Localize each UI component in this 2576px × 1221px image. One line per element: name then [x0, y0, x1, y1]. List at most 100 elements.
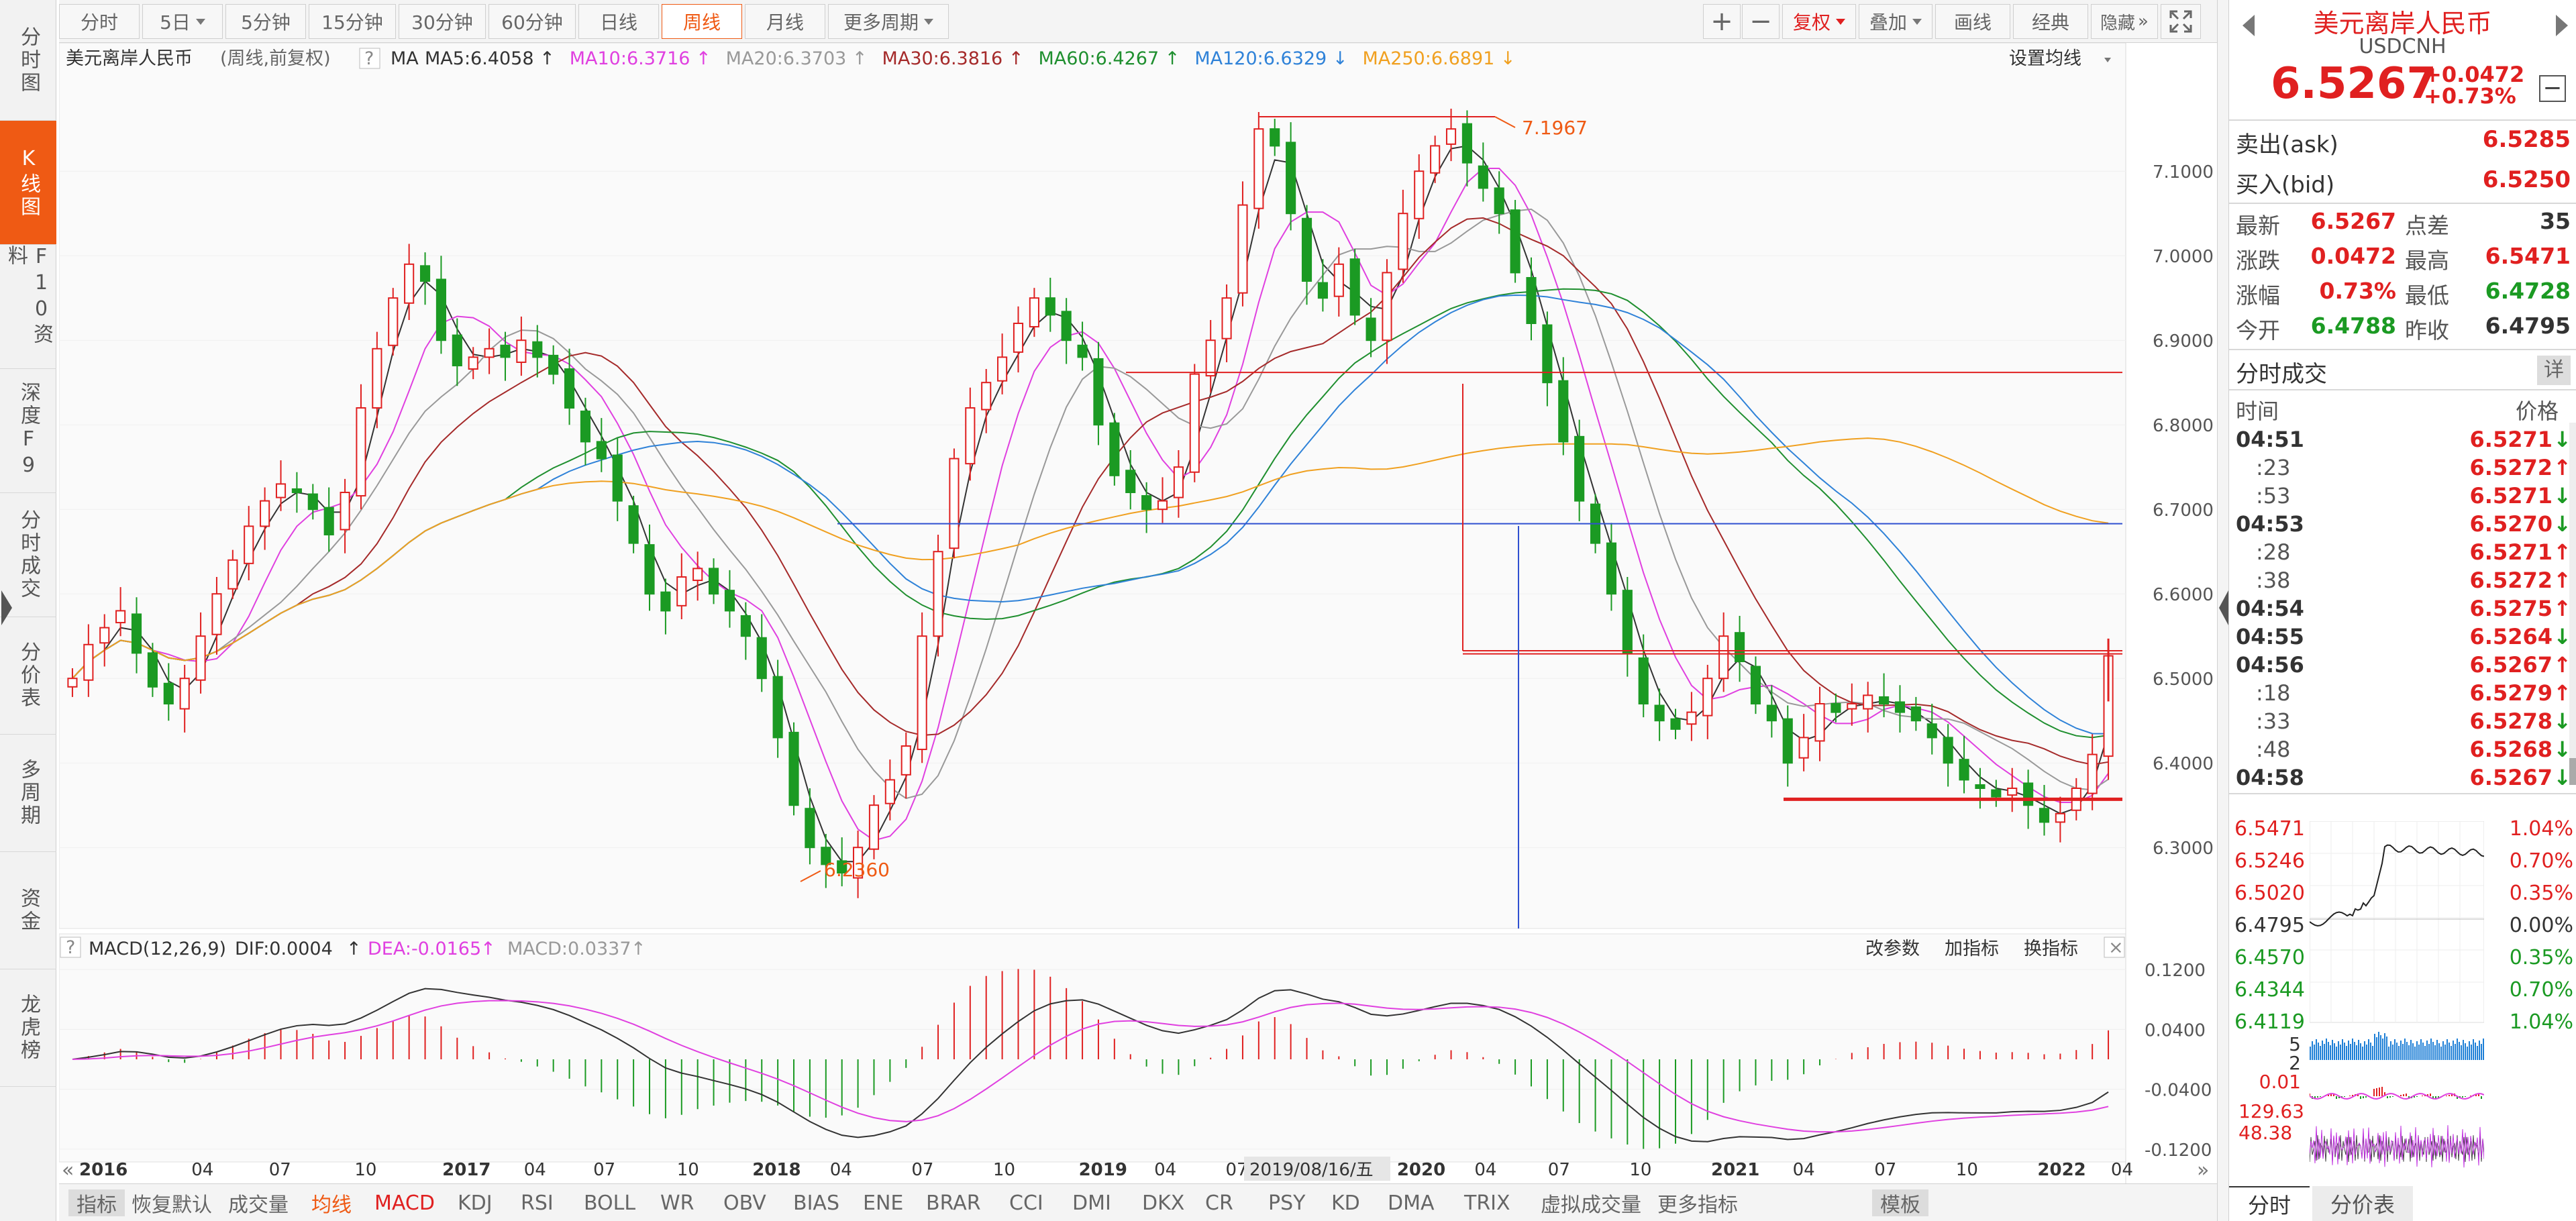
trade-row[interactable]: :23 6.5272 ↑	[2236, 455, 2571, 483]
candle[interactable]	[99, 627, 110, 644]
candle[interactable]	[452, 334, 462, 367]
candle[interactable]	[933, 551, 943, 637]
candle[interactable]	[596, 441, 607, 460]
candle[interactable]	[356, 407, 366, 497]
candle[interactable]	[1606, 542, 1617, 595]
next-instrument-icon[interactable]	[2556, 15, 2568, 36]
side-tab-funds[interactable]: 资金	[0, 852, 56, 969]
indicator-20[interactable]: TRIX	[1464, 1191, 1510, 1215]
indicator-11[interactable]: ENE	[863, 1191, 904, 1215]
bottom-tab-price-table[interactable]: 分价表	[2312, 1186, 2413, 1221]
close-indicator-icon[interactable]	[2104, 937, 2125, 958]
candle[interactable]	[821, 847, 831, 865]
candle[interactable]	[1574, 435, 1585, 502]
candle[interactable]	[548, 354, 559, 375]
candle[interactable]	[195, 635, 206, 681]
candle[interactable]	[1831, 703, 1841, 713]
kline-svg[interactable]: 7.1000 7.0000 6.9000 6.8000 6.7000 6.6000 6.50…	[59, 43, 2226, 1183]
swap-indicator-button[interactable]: 换指标	[2024, 939, 2078, 959]
trade-row[interactable]: :53 6.5271 ↓	[2236, 483, 2571, 511]
candle[interactable]	[307, 493, 318, 511]
candle[interactable]	[1975, 784, 1986, 789]
side-tab-f10[interactable]: F10资料	[0, 245, 56, 369]
candle[interactable]	[1670, 718, 1681, 730]
candle[interactable]	[468, 356, 478, 370]
candle[interactable]	[1317, 282, 1328, 299]
indicator-5[interactable]: KDJ	[458, 1191, 493, 1215]
candle[interactable]	[1638, 657, 1649, 705]
indicator-9[interactable]: OBV	[723, 1191, 766, 1215]
candle[interactable]	[211, 593, 222, 635]
trade-row[interactable]: :18 6.5279 ↑	[2236, 680, 2571, 708]
candle[interactable]	[884, 779, 895, 804]
right-panel-splitter[interactable]	[2217, 0, 2229, 1221]
indicator-13[interactable]: CCI	[1009, 1191, 1043, 1215]
candle[interactable]	[1879, 696, 1890, 704]
trade-row[interactable]: 04:51 6.5271 ↓	[2236, 427, 2571, 455]
side-tab-multi-period[interactable]: 多周期	[0, 735, 56, 852]
indicator-22[interactable]: 更多指标	[1657, 1193, 1738, 1217]
collapse-quote-button[interactable]: −	[2539, 75, 2566, 102]
candle[interactable]	[900, 745, 911, 776]
period-5day[interactable]: 5日	[142, 4, 223, 39]
candle[interactable]	[435, 278, 446, 341]
candle[interactable]	[372, 348, 382, 409]
candle[interactable]	[1253, 128, 1264, 209]
candle[interactable]	[83, 643, 94, 681]
candle[interactable]	[419, 265, 431, 282]
candle[interactable]	[1061, 311, 1072, 341]
indicator-6[interactable]: RSI	[521, 1191, 554, 1215]
trades-detail-button[interactable]: 详	[2537, 356, 2571, 385]
candle[interactable]	[115, 610, 126, 624]
candle[interactable]	[179, 678, 190, 710]
indicator-7[interactable]: BOLL	[584, 1191, 636, 1215]
candle[interactable]	[1766, 704, 1777, 722]
side-tab-ticks[interactable]: 分时成交	[0, 493, 56, 617]
candle[interactable]	[500, 344, 511, 358]
indicator-1[interactable]: 恢复默认	[132, 1193, 212, 1217]
candle[interactable]	[1173, 466, 1184, 498]
candle[interactable]	[291, 488, 302, 494]
candle[interactable]	[1558, 380, 1569, 443]
collapse-right-icon[interactable]	[2219, 590, 2228, 625]
indicator-18[interactable]: KD	[1331, 1191, 1360, 1215]
candle[interactable]	[404, 263, 415, 304]
period-5min[interactable]: 5分钟	[225, 4, 306, 39]
candle[interactable]	[756, 637, 767, 680]
candle[interactable]	[837, 860, 847, 873]
candle[interactable]	[1782, 718, 1793, 764]
candle[interactable]	[1461, 123, 1472, 164]
candle[interactable]	[163, 682, 174, 705]
candle[interactable]	[1414, 170, 1425, 219]
candle[interactable]	[2039, 808, 2050, 823]
candle[interactable]	[997, 356, 1008, 382]
candle[interactable]	[772, 676, 783, 739]
candle[interactable]	[805, 808, 815, 849]
side-tab-kline[interactable]: K线图	[0, 121, 56, 245]
candle[interactable]	[1013, 323, 1024, 353]
candle[interactable]	[580, 411, 591, 443]
candle[interactable]	[981, 382, 992, 411]
period-weekly[interactable]: 周线	[662, 4, 742, 39]
candle[interactable]	[853, 847, 864, 879]
indicator-17[interactable]: PSY	[1268, 1191, 1306, 1215]
candle[interactable]	[740, 615, 751, 637]
macd-help-icon[interactable]	[60, 937, 81, 958]
candle[interactable]	[1045, 297, 1055, 316]
candle[interactable]	[1237, 204, 1248, 294]
candle[interactable]	[949, 458, 960, 549]
candle[interactable]	[1798, 737, 1809, 759]
candle[interactable]	[1349, 258, 1360, 316]
candle[interactable]	[1847, 703, 1857, 710]
candle[interactable]	[244, 525, 254, 564]
indicator-12[interactable]: BRAR	[926, 1191, 981, 1215]
candle[interactable]	[67, 678, 78, 688]
indicator-3[interactable]: 均线	[311, 1193, 352, 1217]
candle[interactable]	[1686, 711, 1697, 725]
trade-row[interactable]: :48 6.5268 ↓	[2236, 737, 2571, 765]
candle[interactable]	[917, 635, 927, 751]
candle[interactable]	[1735, 632, 1745, 662]
candle[interactable]	[676, 576, 687, 606]
candle[interactable]	[1366, 317, 1376, 341]
overlay-dropdown[interactable]: 叠加	[1859, 4, 1933, 39]
